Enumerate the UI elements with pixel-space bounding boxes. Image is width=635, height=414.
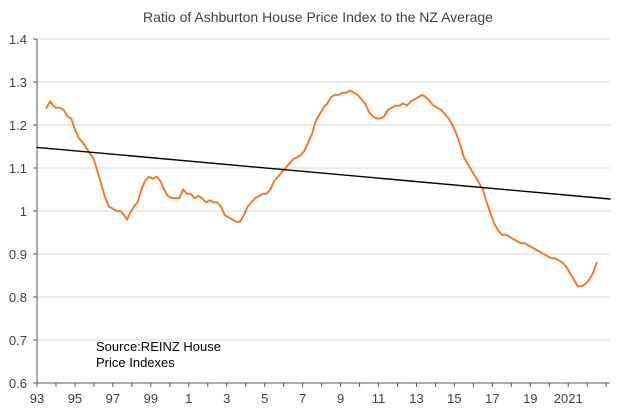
x-tick-label: 11 xyxy=(372,391,386,406)
y-axis-tick-labels: 0.6 0.7 0.8 0.9 1 1.1 1.2 1.3 1.4 xyxy=(9,32,27,391)
y-tick-label: 0.7 xyxy=(9,333,27,348)
y-tick-label: 1 xyxy=(20,204,27,219)
x-tick-label: 17 xyxy=(485,391,499,406)
x-tick-label: 97 xyxy=(106,391,120,406)
x-tick-label: 93 xyxy=(30,391,44,406)
y-tick-label: 0.6 xyxy=(9,376,27,391)
ratio-series-line xyxy=(45,89,598,288)
x-tick-label: 5 xyxy=(261,391,268,406)
x-tick-label: 2021 xyxy=(554,391,583,406)
x-tick-label: 7 xyxy=(299,391,306,406)
source-note-line-2: Price Indexes xyxy=(96,355,175,370)
x-tick-label: 13 xyxy=(409,391,423,406)
x-tick-label: 99 xyxy=(144,391,158,406)
source-note-line-1: Source:REINZ House xyxy=(96,339,221,354)
y-tick-label: 0.8 xyxy=(9,290,27,305)
x-tick-label: 3 xyxy=(223,391,230,406)
x-tick-label: 95 xyxy=(68,391,82,406)
gridlines xyxy=(37,38,610,341)
axes xyxy=(33,38,610,387)
y-tick-label: 0.9 xyxy=(9,247,27,262)
x-tick-label: 9 xyxy=(337,391,344,406)
x-tick-label: 15 xyxy=(447,391,461,406)
y-tick-label: 1.2 xyxy=(9,118,27,133)
y-tick-label: 1.1 xyxy=(9,161,27,176)
x-tick-label: 19 xyxy=(523,391,537,406)
chart-title: Ratio of Ashburton House Price Index to … xyxy=(143,9,493,25)
y-tick-label: 1.4 xyxy=(9,32,27,47)
trend-line xyxy=(36,146,611,200)
x-axis-tick-labels: 93 95 97 99 1 3 5 7 9 11 13 15 17 19 2021 xyxy=(30,391,583,406)
y-tick-label: 1.3 xyxy=(9,75,27,90)
data-series xyxy=(36,89,611,288)
x-tick-label: 1 xyxy=(185,391,192,406)
